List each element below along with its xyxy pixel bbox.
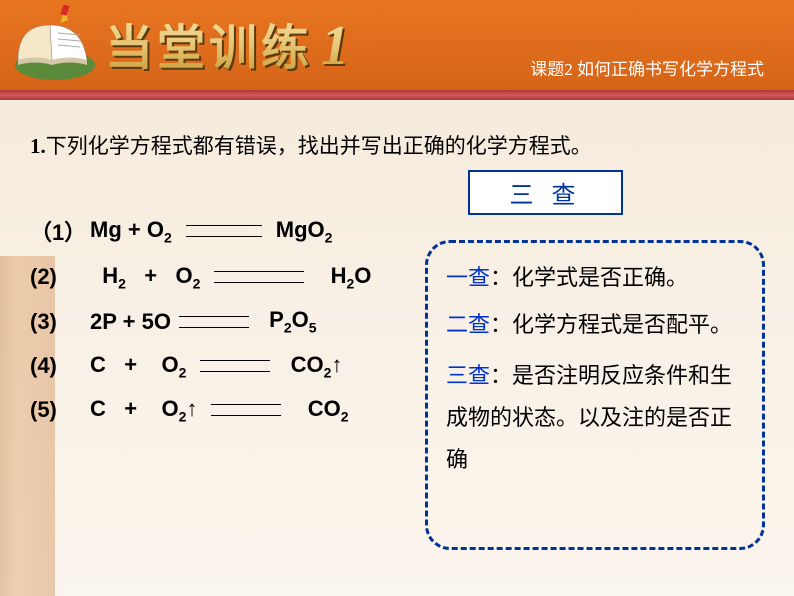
eq-label: (3) <box>30 309 90 335</box>
note-text: ：化学方程式是否配平。 <box>490 312 732 337</box>
divider-bar <box>0 90 794 100</box>
eq-left: C + O2 <box>90 352 186 380</box>
equals-line-icon <box>179 316 249 328</box>
eq-label: (2) <box>30 264 90 290</box>
eq-left: Mg + O2 <box>90 217 172 245</box>
page-title: 当堂训练1 <box>105 8 353 78</box>
eq-right: P2O5 <box>257 307 317 335</box>
equation-1: （1） Mg + O2 MgO2 <box>30 215 371 247</box>
eq-right: CO2↑ <box>284 352 342 380</box>
eq-label: （1） <box>30 215 90 247</box>
badge-sancha: 三 查 <box>468 170 623 215</box>
subtitle: 课题2 如何正确书写化学方程式 <box>530 55 764 80</box>
equations-list: （1） Mg + O2 MgO2 (2) H2 + O2 H2O (3) 2P … <box>30 215 371 441</box>
title-number: 1 <box>321 14 353 78</box>
note-3: 三查：是否注明反应条件和生成物的状态。以及注的是否正确 <box>446 355 744 480</box>
note-2: 二查：化学方程式是否配平。 <box>446 308 744 341</box>
eq-right: CO2 <box>295 396 348 424</box>
eq-right: H2O <box>318 263 371 291</box>
equation-2: (2) H2 + O2 H2O <box>30 263 371 291</box>
title-char-4: 练 <box>261 8 313 78</box>
note-key: 一查 <box>446 265 490 290</box>
eq-right: MgO2 <box>276 217 333 245</box>
equals-line-icon <box>200 360 270 372</box>
note-1: 一查：化学式是否正确。 <box>446 261 744 294</box>
title-char-1: 当 <box>105 8 157 78</box>
equals-line-icon <box>186 225 262 237</box>
equals-line-icon <box>214 271 304 283</box>
equation-3: (3) 2P + 5O P2O5 <box>30 307 371 335</box>
book-icon <box>10 5 100 85</box>
title-char-2: 堂 <box>157 8 209 78</box>
note-text: ：化学式是否正确。 <box>490 265 688 290</box>
eq-label: (4) <box>30 353 90 379</box>
eq-left: 2P + 5O <box>90 309 171 335</box>
question-body: 下列化学方程式都有错误，找出并写出正确的化学方程式。 <box>46 134 592 158</box>
content-area: 1.下列化学方程式都有错误，找出并写出正确的化学方程式。 三 查 （1） Mg … <box>0 100 794 205</box>
note-key: 二查 <box>446 312 490 337</box>
question-number: 1. <box>30 134 46 158</box>
equals-line-icon <box>211 404 281 416</box>
eq-label: (5) <box>30 397 90 423</box>
notes-box: 一查：化学式是否正确。 二查：化学方程式是否配平。 三查：是否注明反应条件和生成… <box>425 240 765 550</box>
header-bar: 当堂训练1 课题2 如何正确书写化学方程式 <box>0 0 794 90</box>
title-char-3: 训 <box>209 8 261 78</box>
equation-4: (4) C + O2 CO2↑ <box>30 352 371 380</box>
question-text: 1.下列化学方程式都有错误，找出并写出正确的化学方程式。 <box>30 130 764 160</box>
note-key: 三查 <box>446 363 490 388</box>
equation-5: (5) C + O2↑ CO2 <box>30 396 371 424</box>
eq-left: C + O2↑ <box>90 396 197 424</box>
eq-left: H2 + O2 <box>90 263 200 291</box>
